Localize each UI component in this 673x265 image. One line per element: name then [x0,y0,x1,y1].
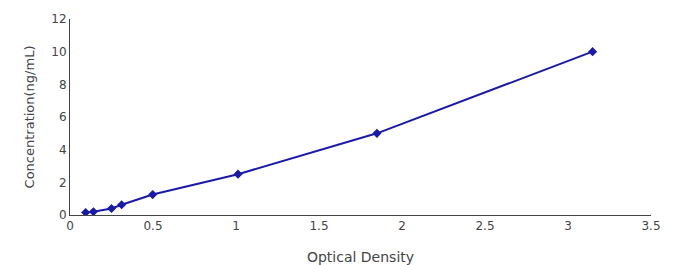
svg-text:1: 1 [232,219,240,233]
svg-text:Concentration(ng/mL): Concentration(ng/mL) [22,46,37,189]
svg-text:1.5: 1.5 [309,219,328,233]
svg-text:8: 8 [59,78,67,92]
svg-text:3: 3 [564,219,572,233]
svg-text:2: 2 [398,219,406,233]
svg-text:0: 0 [59,208,67,222]
svg-text:12: 12 [51,12,66,26]
svg-text:4: 4 [59,143,67,157]
svg-text:2: 2 [59,176,67,190]
svg-text:Optical Density: Optical Density [307,249,414,265]
svg-text:0: 0 [66,219,74,233]
svg-text:2.5: 2.5 [475,219,494,233]
svg-text:10: 10 [51,45,66,59]
svg-text:6: 6 [59,110,67,124]
svg-text:3.5: 3.5 [641,219,660,233]
svg-text:0.5: 0.5 [143,219,162,233]
